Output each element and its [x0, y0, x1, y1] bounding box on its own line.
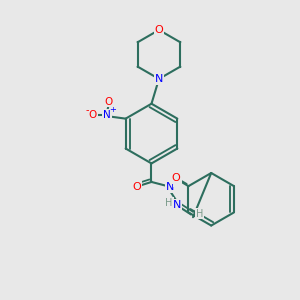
Text: O: O	[104, 97, 113, 106]
Text: O: O	[89, 110, 97, 120]
Text: -: -	[86, 105, 89, 115]
Text: H: H	[165, 198, 173, 208]
Text: N: N	[166, 182, 174, 192]
Text: H: H	[174, 176, 181, 186]
Text: +: +	[110, 105, 116, 114]
Text: O: O	[154, 25, 163, 35]
Text: N: N	[103, 110, 111, 120]
Text: O: O	[132, 182, 141, 192]
Text: O: O	[172, 173, 180, 183]
Text: N: N	[155, 74, 163, 84]
Text: H: H	[196, 208, 203, 219]
Text: N: N	[172, 200, 181, 210]
